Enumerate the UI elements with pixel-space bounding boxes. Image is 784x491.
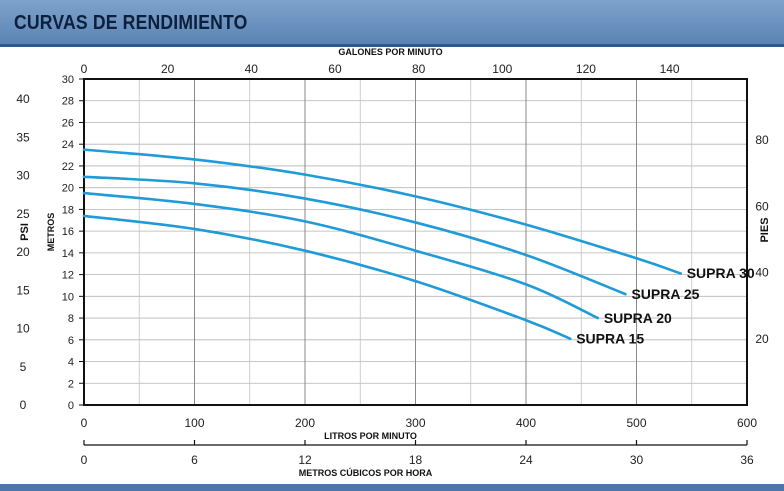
pies-tick-label: 40: [755, 266, 769, 280]
series-line-supra-20: [82, 191, 600, 320]
series-line-supra-30: [82, 148, 682, 275]
m3h-tick-label: 6: [191, 453, 198, 467]
gpm-tick-label: 20: [161, 62, 175, 76]
plot-border: [83, 78, 748, 406]
series-line-supra-25: [82, 175, 627, 296]
m3h-tick-label: 24: [519, 453, 533, 467]
x-tick-label: 0: [81, 416, 88, 430]
x-tick-label: 400: [516, 416, 536, 430]
pies-tick-label: 60: [755, 199, 769, 213]
psi-tick-label: 5: [20, 360, 27, 374]
y-tick-label: 10: [62, 291, 74, 303]
y-tick-label: 6: [68, 335, 74, 347]
gpm-tick-label: 40: [245, 62, 259, 76]
y-tick-label: 16: [62, 226, 74, 238]
series-line-supra-15: [82, 214, 572, 341]
m3h-tick-label: 30: [630, 453, 644, 467]
y-tick-label: 28: [62, 96, 74, 108]
m3h-tick-label: 36: [740, 453, 754, 467]
x-tick-label: 500: [626, 416, 646, 430]
gpm-tick-label: 100: [492, 62, 512, 76]
m3h-tick-label: 12: [298, 453, 312, 467]
y-tick-label: 4: [68, 357, 74, 369]
gpm-tick-label: 60: [328, 62, 342, 76]
psi-tick-label: 30: [16, 169, 30, 183]
y-tick-label: 12: [62, 270, 74, 282]
gpm-tick-label: 140: [660, 62, 680, 76]
psi-tick-label: 25: [16, 207, 30, 221]
psi-tick-label: 10: [16, 322, 30, 336]
y-tick-label: 30: [62, 74, 74, 86]
y-tick-label: 26: [62, 117, 74, 129]
m3h-axis-label: METROS CÚBICOS POR HORA: [299, 467, 433, 478]
y-tick-label: 18: [62, 204, 74, 216]
gpm-axis-label: GALONES POR MINUTO: [338, 47, 442, 57]
m3h-tick-label: 0: [81, 453, 88, 467]
psi-tick-label: 35: [16, 130, 30, 144]
psi-tick-label: 40: [16, 92, 30, 106]
x-tick-label: 600: [737, 416, 757, 430]
x-tick-label: 200: [295, 416, 315, 430]
x-axis-label: LITROS POR MINUTO: [324, 431, 417, 441]
series-label: SUPRA 30: [687, 265, 755, 281]
psi-axis-label: PSI: [19, 223, 31, 241]
y-tick-label: 2: [68, 378, 74, 390]
y-tick-label: 14: [62, 248, 74, 260]
chart-title: CURVAS DE RENDIMIENTO: [14, 12, 248, 34]
psi-tick-label: 15: [16, 283, 30, 297]
y-axis-label: METROS: [46, 213, 56, 252]
y-tick-label: 8: [68, 313, 74, 325]
y-tick-label: 0: [68, 400, 74, 412]
series-label: SUPRA 15: [576, 330, 644, 346]
y-tick-label: 24: [62, 139, 74, 151]
gpm-tick-label: 80: [412, 62, 426, 76]
pies-axis-label: PIES: [759, 217, 771, 242]
gpm-tick-label: 0: [81, 62, 88, 76]
m3h-tick-label: 18: [409, 453, 423, 467]
x-tick-label: 300: [405, 416, 425, 430]
header-banner: CURVAS DE RENDIMIENTO: [0, 0, 784, 47]
psi-tick-label: 20: [16, 245, 30, 259]
gpm-tick-label: 120: [576, 62, 596, 76]
y-tick-label: 20: [62, 183, 74, 195]
series-label: SUPRA 20: [604, 310, 672, 326]
x-tick-label: 100: [184, 416, 204, 430]
psi-tick-label: 0: [20, 398, 27, 412]
series-label: SUPRA 25: [631, 286, 699, 302]
footer-bar: [0, 484, 784, 491]
y-tick-label: 22: [62, 161, 74, 173]
pies-tick-label: 80: [755, 133, 769, 147]
pies-tick-label: 20: [755, 332, 769, 346]
